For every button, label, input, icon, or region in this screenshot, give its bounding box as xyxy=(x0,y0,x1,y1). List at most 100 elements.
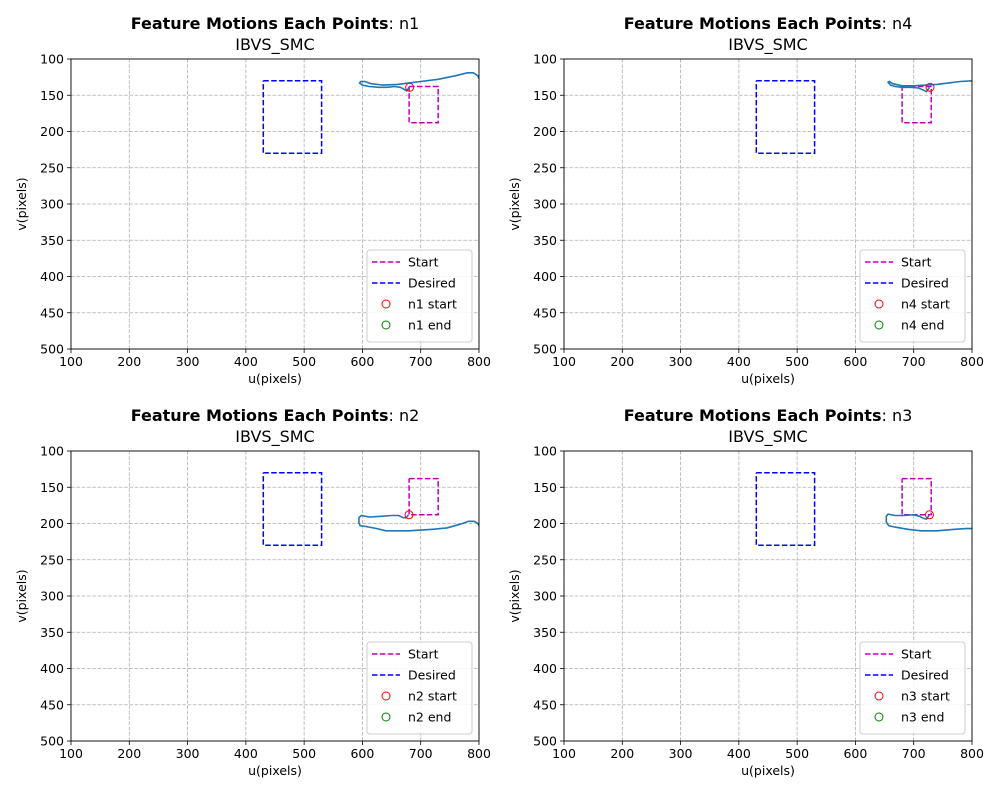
x-tick-label: 200 xyxy=(117,354,141,369)
x-tick-label: 800 xyxy=(960,746,984,761)
desired-square xyxy=(262,80,323,155)
trajectory-line xyxy=(886,80,972,93)
chart-title: Feature Motions Each Points: n4 xyxy=(624,14,913,33)
legend-label: Desired xyxy=(901,668,949,683)
x-tick-label: 500 xyxy=(292,746,316,761)
x-tick-label: 400 xyxy=(727,354,751,369)
y-tick-label: 450 xyxy=(40,305,64,320)
y-tick-label: 100 xyxy=(40,444,64,459)
y-tick-label: 350 xyxy=(533,233,557,248)
chart-title-rest: : n1 xyxy=(388,14,419,33)
marker-n3-start xyxy=(924,510,934,520)
x-tick-label: 200 xyxy=(117,746,141,761)
y-axis-label: v(pixels) xyxy=(14,177,29,230)
y-axis-label: v(pixels) xyxy=(507,569,522,622)
chart-panel: 100 200 300 400 500 600 700 800 100 150 200 250 300 3… xyxy=(507,406,984,778)
x-tick-label: 800 xyxy=(467,746,491,761)
start-square xyxy=(901,85,932,124)
legend: Start Desired n4 start n4 end xyxy=(859,249,966,343)
chart-panel: 100 200 300 400 500 600 700 800 100 150 200 250 300 3… xyxy=(14,14,491,386)
trajectory-line xyxy=(885,513,972,532)
y-tick-label: 500 xyxy=(40,734,64,749)
y-tick-label: 150 xyxy=(533,480,557,495)
legend: Start Desired n2 start n2 end xyxy=(366,641,473,735)
x-tick-label: 700 xyxy=(409,746,433,761)
legend-box xyxy=(859,249,966,343)
x-axis-label: u(pixels) xyxy=(248,763,302,778)
legend-label: Start xyxy=(901,647,932,662)
y-tick-label: 400 xyxy=(40,661,64,676)
start-square xyxy=(408,85,439,124)
marker-n4-start xyxy=(925,82,935,92)
y-tick-label: 450 xyxy=(533,697,557,712)
y-tick-label: 400 xyxy=(533,661,557,676)
y-tick-label: 250 xyxy=(533,160,557,175)
y-tick-label: 400 xyxy=(533,269,557,284)
chart-subtitle: IBVS_SMC xyxy=(728,35,807,55)
chart-subtitle: IBVS_SMC xyxy=(235,427,314,447)
plot-area xyxy=(755,80,972,155)
legend-label: n1 end xyxy=(408,318,451,333)
x-tick-label: 600 xyxy=(843,746,867,761)
legend-marker xyxy=(874,299,884,309)
legend-marker xyxy=(381,691,391,701)
x-tick-label: 400 xyxy=(234,354,258,369)
chart-subtitle: IBVS_SMC xyxy=(728,427,807,447)
legend-marker xyxy=(874,691,884,701)
x-tick-label: 800 xyxy=(467,354,491,369)
trajectory-line xyxy=(358,72,479,92)
chart-title: Feature Motions Each Points: n3 xyxy=(624,406,913,425)
y-tick-label: 500 xyxy=(533,734,557,749)
legend-box xyxy=(859,641,966,735)
y-tick-label: 450 xyxy=(533,305,557,320)
legend: Start Desired n3 start n3 end xyxy=(859,641,966,735)
x-tick-label: 600 xyxy=(350,746,374,761)
y-axis-label: v(pixels) xyxy=(507,177,522,230)
x-tick-label: 300 xyxy=(176,746,200,761)
plot-area xyxy=(262,72,479,155)
x-tick-label: 500 xyxy=(785,354,809,369)
legend-marker xyxy=(381,712,391,722)
chart-subtitle: IBVS_SMC xyxy=(235,35,314,55)
y-tick-label: 350 xyxy=(40,233,64,248)
legend: Start Desired n1 start n1 end xyxy=(366,249,473,343)
chart-title: Feature Motions Each Points: n2 xyxy=(131,406,420,425)
chart-panel: 100 200 300 400 500 600 700 800 100 150 200 250 300 3… xyxy=(14,406,491,778)
x-tick-label: 700 xyxy=(902,354,926,369)
plot-area xyxy=(262,472,479,547)
y-tick-label: 150 xyxy=(40,88,64,103)
start-square xyxy=(901,477,932,516)
legend-label: Desired xyxy=(901,276,949,291)
y-tick-label: 450 xyxy=(40,697,64,712)
y-tick-label: 150 xyxy=(40,480,64,495)
desired-square xyxy=(262,472,323,547)
legend-label: Desired xyxy=(408,276,456,291)
chart-panel: 100 200 300 400 500 600 700 800 100 150 200 250 300 3… xyxy=(507,14,984,386)
x-axis-label: u(pixels) xyxy=(741,371,795,386)
y-tick-label: 150 xyxy=(533,88,557,103)
start-square xyxy=(408,477,439,516)
x-tick-label: 800 xyxy=(960,354,984,369)
y-tick-label: 200 xyxy=(533,516,557,531)
trajectory-line xyxy=(358,514,479,532)
chart-title-rest: : n2 xyxy=(388,406,419,425)
y-tick-label: 200 xyxy=(40,124,64,139)
legend-label: Start xyxy=(408,647,439,662)
legend-box xyxy=(366,249,473,343)
y-tick-label: 200 xyxy=(533,124,557,139)
y-tick-label: 500 xyxy=(533,342,557,357)
x-tick-label: 600 xyxy=(843,354,867,369)
y-tick-label: 300 xyxy=(40,589,64,604)
x-tick-label: 600 xyxy=(350,354,374,369)
chart-title-bold: Feature Motions Each Points xyxy=(624,406,882,425)
x-tick-label: 200 xyxy=(610,746,634,761)
y-tick-label: 100 xyxy=(533,52,557,67)
plot-area xyxy=(755,472,972,547)
legend-label: n2 end xyxy=(408,710,451,725)
legend-marker xyxy=(381,320,391,330)
y-tick-label: 300 xyxy=(40,197,64,212)
legend-marker xyxy=(874,712,884,722)
y-tick-label: 100 xyxy=(40,52,64,67)
